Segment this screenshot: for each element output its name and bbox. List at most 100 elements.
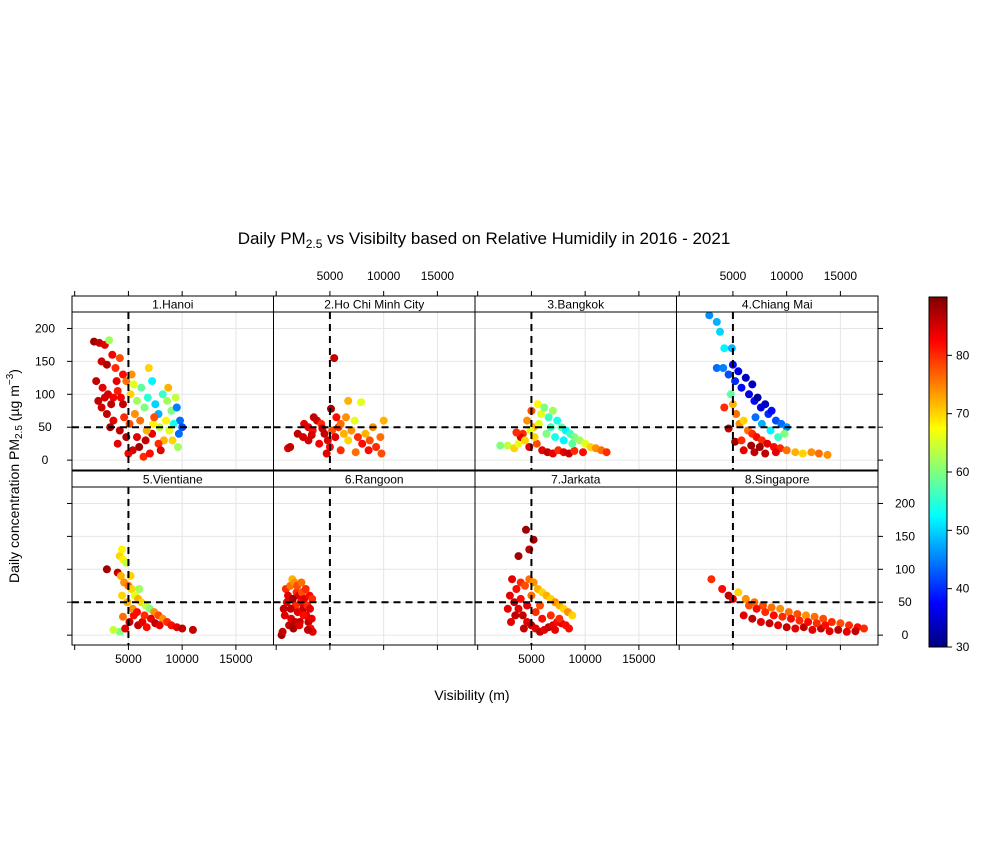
data-point: [141, 436, 150, 445]
y-tick-label: 200: [895, 496, 915, 510]
data-point: [109, 625, 118, 634]
data-point: [819, 614, 828, 623]
data-point: [357, 398, 366, 407]
panel-4: 4.Chiang Mai: [676, 295, 879, 471]
data-point: [102, 410, 111, 418]
data-point: [739, 611, 748, 620]
data-point: [774, 433, 783, 442]
data-point: [158, 390, 167, 399]
data-point: [365, 436, 374, 445]
data-point: [115, 354, 124, 363]
data-point: [739, 446, 748, 455]
data-point: [344, 436, 353, 445]
data-point: [521, 436, 529, 445]
data-point: [534, 419, 543, 428]
data-point: [122, 377, 131, 386]
data-point: [825, 627, 834, 636]
data-point: [149, 419, 158, 428]
data-point: [538, 614, 547, 623]
data-point: [119, 612, 127, 621]
data-point: [752, 604, 761, 613]
data-point: [559, 436, 568, 445]
data-point: [798, 449, 807, 458]
data-point: [537, 410, 546, 418]
data-point: [142, 426, 151, 435]
data-point: [707, 575, 716, 584]
data-point: [767, 603, 776, 612]
data-point: [100, 393, 109, 402]
data-point: [724, 370, 733, 379]
y-tick-label: 150: [35, 354, 55, 368]
data-point: [769, 611, 778, 620]
data-point: [300, 419, 309, 428]
data-point: [118, 545, 126, 554]
data-point: [741, 373, 750, 382]
panel-7: 7.Jarkata: [474, 470, 677, 646]
data-point: [514, 604, 523, 613]
data-point: [139, 452, 148, 461]
title-prefix: Daily PM: [238, 229, 306, 248]
data-point: [739, 416, 748, 425]
chart-title: Daily PM2.5 vs Visibilty based on Relati…: [238, 229, 731, 251]
data-point: [140, 611, 149, 620]
data-point: [782, 623, 791, 632]
data-point: [728, 400, 737, 409]
x-tick-label: 15000: [219, 652, 253, 666]
data-point: [737, 436, 746, 445]
x-axis-label: Visibility (m): [434, 687, 509, 703]
data-point: [150, 413, 159, 422]
data-point: [791, 448, 800, 457]
data-point: [121, 624, 130, 633]
data-point: [551, 625, 560, 634]
data-point: [127, 585, 136, 593]
data-point: [327, 404, 335, 413]
x-tick-label: 10000: [367, 269, 401, 283]
x-tick-label: 5000: [317, 269, 344, 283]
data-point: [748, 614, 757, 623]
data-point: [169, 419, 178, 428]
panel-strip-label: 5.Vientiane: [143, 473, 203, 487]
y-tick-label: 0: [902, 628, 909, 642]
data-point: [508, 575, 517, 584]
panel-frame: [474, 486, 677, 646]
data-point: [503, 604, 512, 613]
ylabel-unit-open: (µg m: [6, 385, 22, 425]
data-point: [511, 611, 520, 620]
data-point: [315, 439, 324, 448]
data-point: [720, 403, 729, 412]
points: [503, 525, 577, 636]
ylabel-prefix: Daily concentration PM: [6, 439, 22, 583]
data-point: [731, 437, 740, 446]
data-point: [303, 625, 312, 634]
data-point: [129, 380, 138, 389]
data-point: [332, 413, 341, 422]
data-point: [135, 443, 144, 451]
data-point: [751, 413, 760, 422]
data-point: [795, 616, 804, 625]
data-point: [102, 360, 111, 369]
data-point: [734, 588, 743, 597]
data-point: [761, 449, 770, 458]
title-suffix: vs Visibilty based on Relative Humidily …: [322, 229, 730, 248]
data-point: [109, 393, 118, 402]
data-point: [507, 618, 515, 626]
points: [705, 312, 832, 459]
x-tick-label: 15000: [622, 652, 656, 666]
data-point: [720, 344, 729, 353]
data-point: [165, 426, 174, 435]
data-point: [718, 585, 727, 593]
data-point: [127, 370, 136, 379]
data-point: [804, 618, 813, 626]
data-point: [774, 621, 783, 630]
data-point: [778, 612, 787, 621]
data-point: [814, 449, 823, 458]
data-point: [140, 403, 149, 412]
data-point: [808, 625, 817, 634]
data-point: [130, 410, 139, 418]
colorbar-ramp: [928, 296, 948, 648]
data-point: [812, 619, 821, 628]
x-tick-label: 5000: [720, 269, 747, 283]
data-point: [514, 552, 523, 561]
data-point: [719, 364, 728, 372]
data-point: [133, 396, 141, 405]
